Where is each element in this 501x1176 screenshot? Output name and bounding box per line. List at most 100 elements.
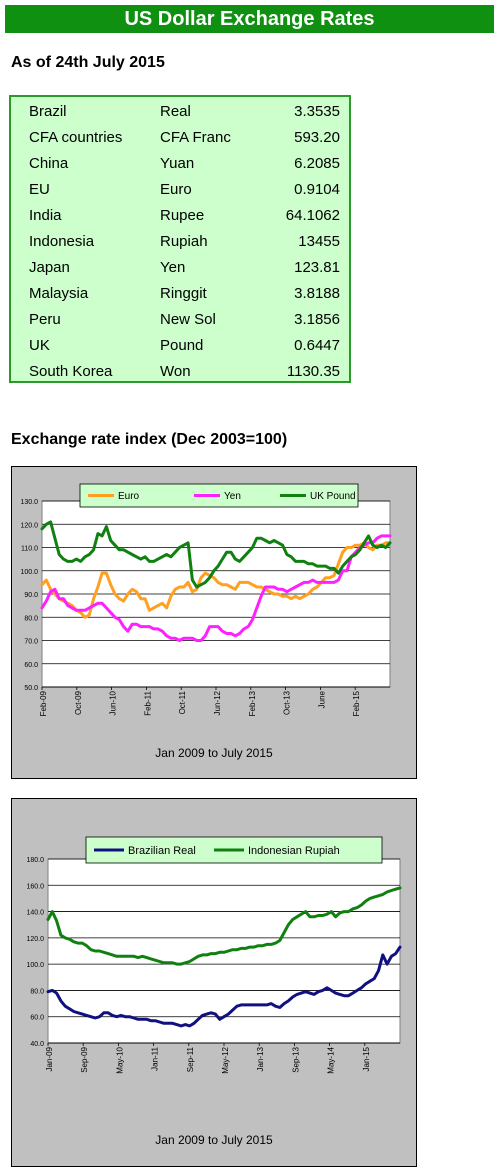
x-tick-label: Oct-11 [178, 690, 187, 714]
y-tick-label: 50.0 [24, 685, 38, 692]
series-line-0 [40, 541, 392, 619]
x-tick-label: Feb-09 [39, 690, 48, 716]
x-tick-label: Jun-12 [213, 690, 222, 715]
rate-currency: CFA Franc [160, 128, 231, 146]
exchange-rates-table: Brazil Real 3.3535 CFA countries CFA Franc 59… [9, 95, 351, 383]
y-tick-label: 140.0 [26, 910, 44, 917]
rate-row: Malaysia Ringgit 3.8188 [29, 280, 340, 306]
rate-row: India Rupee 64.1062 [29, 202, 340, 228]
rate-value: 123.81 [294, 258, 340, 276]
rate-currency: New Sol [160, 310, 216, 328]
y-tick-label: 100.0 [26, 962, 44, 969]
x-tick-label: May-10 [115, 1046, 124, 1073]
rate-row: CFA countries CFA Franc 593.20 [29, 124, 340, 150]
legend-label: UK Pound [310, 491, 356, 502]
y-tick-label: 160.0 [26, 883, 44, 890]
series-line-0 [46, 945, 402, 1028]
rate-currency: Rupiah [160, 232, 208, 250]
x-tick-label: Jan-15 [362, 1046, 371, 1071]
x-tick-label: June [317, 690, 326, 708]
rate-country: UK [29, 336, 50, 354]
legend-label: Brazilian Real [128, 845, 196, 857]
rate-value: 13455 [298, 232, 340, 250]
rate-row: China Yuan 6.2085 [29, 150, 340, 176]
y-tick-label: 60.0 [30, 1015, 44, 1022]
chart-2-period-caption: Jan 2009 to July 2015 [155, 1133, 273, 1147]
rate-currency: Ringgit [160, 284, 207, 302]
rate-country: CFA countries [29, 128, 123, 146]
y-tick-label: 40.0 [30, 1041, 44, 1048]
y-tick-label: 100.0 [20, 569, 38, 576]
rate-row: Indonesia Rupiah 13455 [29, 228, 340, 254]
x-tick-label: Oct-13 [283, 690, 292, 715]
rate-currency: Euro [160, 180, 192, 198]
rate-value: 3.3535 [294, 102, 340, 120]
series-line-1 [40, 534, 392, 642]
y-tick-label: 120.0 [20, 522, 38, 529]
y-tick-label: 120.0 [26, 936, 44, 943]
rate-value: 64.1062 [285, 206, 340, 224]
rate-value: 0.9104 [294, 180, 340, 198]
rate-row: Peru New Sol 3.1856 [29, 306, 340, 332]
y-tick-label: 180.0 [26, 857, 44, 864]
y-tick-label: 110.0 [21, 546, 38, 553]
as-of-date: As of 24th July 2015 [11, 54, 165, 71]
rate-value: 3.1856 [294, 310, 340, 328]
x-tick-label: Feb-13 [248, 690, 257, 716]
rate-currency: Won [160, 362, 191, 380]
legend-label: Euro [118, 491, 140, 502]
rates-table-body: Brazil Real 3.3535 CFA countries CFA Franc 59… [29, 98, 340, 384]
x-tick-label: Feb-15 [352, 690, 361, 716]
x-tick-label: May-12 [221, 1046, 230, 1073]
index-section-title: Exchange rate index (Dec 2003=100) [11, 431, 288, 448]
y-tick-label: 60.0 [24, 662, 38, 669]
y-tick-label: 70.0 [24, 639, 38, 646]
rate-row: Japan Yen 123.81 [29, 254, 340, 280]
y-tick-label: 130.0 [20, 499, 38, 506]
legend-label: Yen [224, 491, 241, 502]
rate-country: Brazil [29, 102, 67, 120]
rate-row: EU Euro 0.9104 [29, 176, 340, 202]
emerging-currencies-chart-svg: 180.0160.0140.0120.0100.080.060.040.0Jan… [26, 836, 402, 1074]
rate-country: Malaysia [29, 284, 89, 302]
rate-value: 3.8188 [294, 284, 340, 302]
series-line-2 [40, 520, 392, 589]
rate-row: South Korea Won 1130.35 [29, 358, 340, 384]
x-tick-label: Jan-09 [45, 1046, 54, 1071]
rate-country: India [29, 206, 62, 224]
major-currencies-chart-svg: 130.0 120.0 110.0 100.0 90.0 80.0 70.0 60.0 50.0… [20, 483, 392, 716]
legend-label: Indonesian Rupiah [248, 845, 340, 857]
series-line-1 [46, 886, 402, 966]
rate-value: 0.6447 [294, 336, 340, 354]
rate-currency: Yuan [160, 154, 195, 172]
rate-currency: Yen [160, 258, 186, 276]
page-title-banner: US Dollar Exchange Rates [5, 5, 494, 33]
x-tick-label: Oct-09 [74, 690, 83, 715]
x-tick-label: Sep-13 [291, 1046, 300, 1072]
x-tick-label: Jan-11 [151, 1046, 160, 1070]
emerging-currencies-chart: 180.0 160.0 140.0 120.0 100.0 80.0 60.0 40.0 Jan… [11, 798, 417, 1167]
rate-currency: Pound [160, 336, 204, 354]
rate-value: 1130.35 [286, 362, 340, 380]
x-tick-label: Sep-11 [186, 1046, 195, 1072]
x-tick-label: Sep-09 [80, 1046, 89, 1072]
x-tick-label: May-14 [327, 1046, 336, 1073]
rate-country: South Korea [29, 362, 113, 380]
rate-country: Indonesia [29, 232, 95, 250]
y-tick-label: 80.0 [24, 615, 38, 622]
rate-row: UK Pound 0.6447 [29, 332, 340, 358]
chart-1-period-caption: Jan 2009 to July 2015 [155, 746, 273, 760]
rate-country: Japan [29, 258, 70, 276]
y-tick-label: 90.0 [24, 592, 38, 599]
rate-country: Peru [29, 310, 61, 328]
x-tick-label: Jan-13 [256, 1046, 265, 1071]
x-tick-label: Jun-10 [109, 690, 118, 715]
major-currencies-chart: 130.0 120.0 110.0 100.0 90.0 80.0 70.0 60.0 50.0… [11, 466, 417, 779]
rate-row: Brazil Real 3.3535 [29, 98, 340, 124]
rate-country: EU [29, 180, 50, 198]
rate-currency: Rupee [160, 206, 205, 224]
rate-value: 6.2085 [294, 154, 340, 172]
rate-currency: Real [160, 102, 191, 120]
rate-country: China [29, 154, 69, 172]
y-tick-label: 80.0 [30, 988, 44, 995]
